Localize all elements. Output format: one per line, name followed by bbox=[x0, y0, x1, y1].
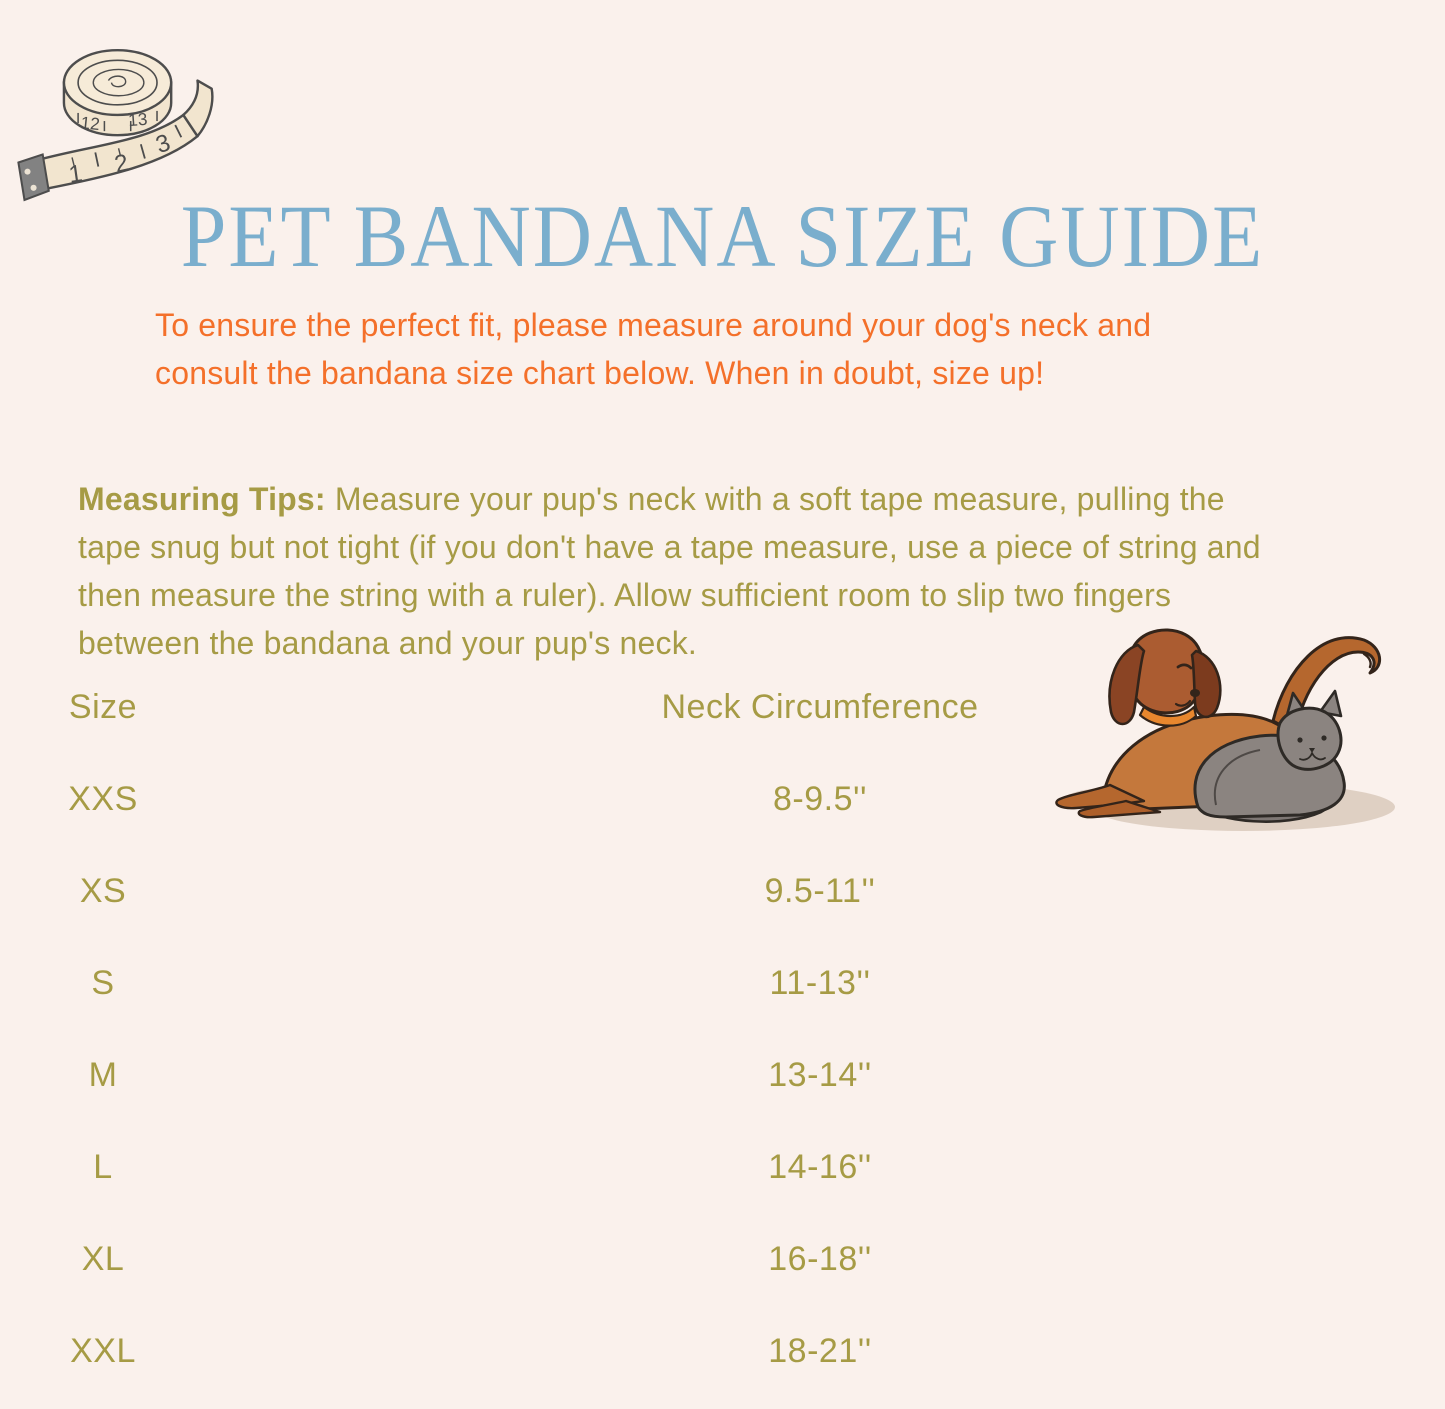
page-title: PET BANDANA SIZE GUIDE bbox=[180, 187, 1265, 286]
neck-cell: 16-18'' bbox=[768, 1239, 872, 1278]
size-table: Size Neck Circumference XXS 8-9.5'' XS 9.5-… bbox=[0, 661, 1130, 1397]
neck-cell: 9.5-11'' bbox=[764, 871, 876, 910]
neck-cell: 18-21'' bbox=[768, 1331, 872, 1370]
size-cell: S bbox=[91, 963, 115, 1002]
table-row: XS 9.5-11'' bbox=[0, 845, 1130, 937]
neck-cell: 13-14'' bbox=[768, 1055, 872, 1094]
measuring-tips: Measuring Tips: Measure your pup's neck … bbox=[78, 427, 1439, 667]
table-row: L 14-16'' bbox=[0, 1121, 1130, 1213]
size-cell: XXL bbox=[70, 1331, 136, 1370]
table-row: M 13-14'' bbox=[0, 1029, 1130, 1121]
neck-cell: 8-9.5'' bbox=[773, 779, 867, 818]
tape-number-2: 2 bbox=[112, 149, 131, 178]
size-cell: XS bbox=[79, 871, 127, 910]
size-column-header: Size bbox=[68, 687, 138, 726]
size-cell: L bbox=[93, 1147, 113, 1186]
size-cell: XL bbox=[81, 1239, 125, 1278]
dog-and-cat-illustration bbox=[1055, 628, 1395, 831]
neck-cell: 14-16'' bbox=[768, 1147, 872, 1186]
table-header-row: Size Neck Circumference bbox=[0, 661, 1130, 753]
table-row: S 11-13'' bbox=[0, 937, 1130, 1029]
size-cell: XXS bbox=[68, 779, 138, 818]
tape-number-1: 1 bbox=[67, 160, 84, 189]
neck-column-header: Neck Circumference bbox=[661, 687, 979, 726]
intro-text: To ensure the perfect fit, please measur… bbox=[155, 307, 1152, 391]
table-row: XXL 18-21'' bbox=[0, 1305, 1130, 1397]
neck-cell: 11-13'' bbox=[769, 963, 871, 1002]
table-row: XXS 8-9.5'' bbox=[0, 753, 1130, 845]
table-row: XL 16-18'' bbox=[0, 1213, 1130, 1305]
roll-number-12: 12 bbox=[80, 112, 101, 134]
measuring-tips-body: Measure your pup's neck with a soft tape… bbox=[78, 481, 1261, 661]
size-table-body: XXS 8-9.5'' XS 9.5-11'' S 11-13'' M 13-14'' L 14-… bbox=[0, 753, 1130, 1397]
tape-measure-illustration: 1 2 3 12 13 bbox=[17, 48, 214, 202]
size-cell: M bbox=[88, 1055, 118, 1094]
measuring-tips-label: Measuring Tips: bbox=[78, 481, 326, 517]
